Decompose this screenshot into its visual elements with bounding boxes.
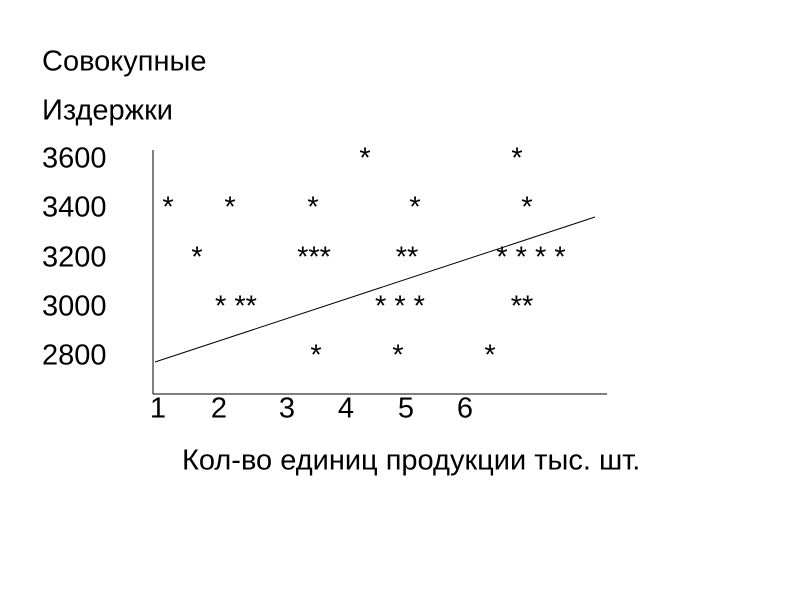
star: ** xyxy=(511,291,534,323)
row-label: 2800 xyxy=(42,340,107,372)
x-label: 5 xyxy=(398,393,414,425)
star: * xyxy=(392,340,403,372)
marks: * * * * * * * * *** ** * * * * * ** * * … xyxy=(162,143,565,372)
star: * ** xyxy=(215,291,257,323)
x-label: 4 xyxy=(338,393,354,425)
star: * xyxy=(521,192,532,224)
x-title: Кол-во единиц продукции тыс. шт. xyxy=(182,445,640,477)
star: * xyxy=(310,340,321,372)
x-label: 1 xyxy=(150,393,166,425)
title-line: Издержки xyxy=(42,95,173,127)
star: * xyxy=(191,242,202,274)
star: * * * * xyxy=(496,242,565,274)
row-label: 3600 xyxy=(42,143,107,175)
title-line: Совокупные xyxy=(42,46,206,78)
star: * xyxy=(484,340,495,372)
star: * xyxy=(359,143,370,175)
star: * xyxy=(307,192,318,224)
row-label: 3000 xyxy=(42,291,107,323)
star: * * * xyxy=(375,291,425,323)
x-labels: 1 2 3 4 5 6 xyxy=(150,393,473,425)
star: ** xyxy=(396,242,419,274)
row-label: 3200 xyxy=(42,242,107,274)
trend-line xyxy=(154,216,596,363)
star: * xyxy=(162,192,173,224)
row-label: 3400 xyxy=(42,192,107,224)
star: *** xyxy=(297,242,331,274)
x-label: 2 xyxy=(211,393,227,425)
star: * xyxy=(409,192,420,224)
star: * xyxy=(511,143,522,175)
x-label: 3 xyxy=(279,393,295,425)
x-label: 6 xyxy=(457,393,473,425)
star: * xyxy=(224,192,235,224)
